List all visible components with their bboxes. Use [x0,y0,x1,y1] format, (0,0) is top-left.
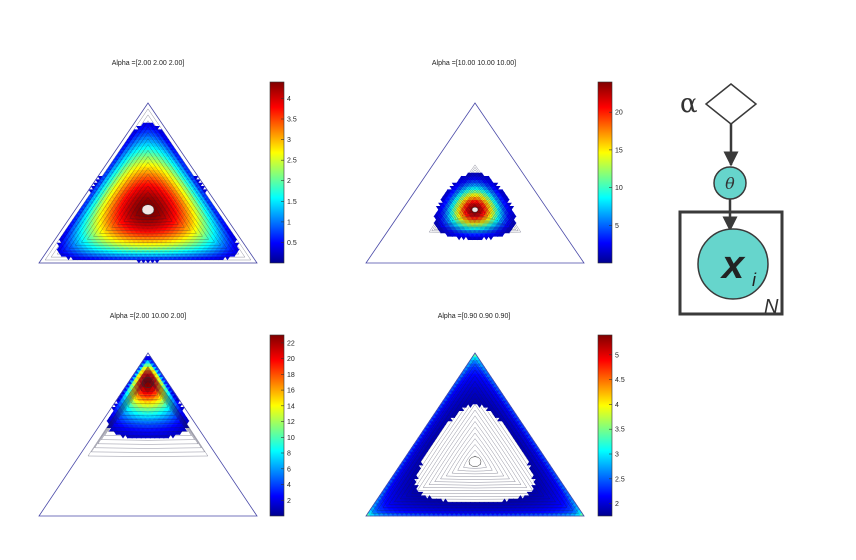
density-cell [483,236,490,241]
panel-title: Alpha =[2.00 2.00 2.00] [112,60,185,67]
colorbar-tick-label: 3.5 [287,117,297,124]
panel-top-left: Alpha =[2.00 2.00 2.00] 0.5 1 1.5 2 2.5 3 3.5 4 [38,60,297,264]
density-cell [456,236,462,241]
colorbar-tick-label: 2 [615,501,619,508]
colorbar-tick-label: 5 [615,352,619,359]
colorbar-tick-label: 8 [287,451,291,458]
colorbar-tick-label: 5 [615,223,619,230]
density-cell [229,232,235,237]
colorbar-tick-label: 6 [287,466,291,473]
panel-title: Alpha =[2.00 10.00 2.00] [110,313,187,320]
contour-plot [365,352,585,517]
density-cell [211,205,217,210]
density-peak [468,456,482,467]
density-cell [231,235,238,240]
density-cell [476,403,483,408]
colorbar-tick-label: 22 [287,340,295,347]
density-cell [467,403,474,408]
colorbar-tick-label: 0.5 [287,240,297,247]
colorbar-tick-label: 3 [287,137,291,144]
colorbar-tick-label: 20 [287,356,295,363]
colorbar-tick-label: 3.5 [615,427,625,434]
plate-label: N [764,296,779,318]
colorbar-tick-label: 4 [287,482,291,489]
colorbar-tick-label: 20 [615,110,623,117]
colorbar-tick-label: 3 [615,452,619,459]
colorbar-tick-label: 4 [615,402,619,409]
colorbar: 5 10 15 20 [597,81,623,264]
colorbar-tick-label: 2 [287,498,291,505]
density-cell [181,162,188,167]
density-cell [488,236,494,241]
colorbar-tick-label: 1 [287,219,291,226]
colorbar-tick-label: 4.5 [615,377,625,384]
colorbar-tick-label: 18 [287,372,295,379]
density-cell [188,172,194,177]
density-cell [226,229,233,234]
density-cell [65,256,72,261]
colorbar-gradient [269,334,285,517]
density-cell [224,225,231,230]
contour-plot [365,102,585,264]
colorbar: 2 4 6 8 10 12 14 16 18 20 22 [269,334,295,517]
colorbar-tick-label: 14 [287,403,295,410]
alpha-hyperparameter-node [704,83,758,125]
colorbar-tick-label: 10 [615,185,623,192]
colorbar-tick-label: 10 [287,435,295,442]
theta-label: θ [725,174,735,193]
panel-bottom-right: Alpha =[0.90 0.90 0.90] 2 2.5 3 3.5 4 4.5 5 [365,313,625,517]
density-cell [186,169,192,174]
colorbar-tick-label: 12 [287,419,295,426]
density-peak [141,204,155,215]
contour-plot [38,102,258,264]
density-peak [471,206,479,213]
colorbar-tick-label: 15 [615,147,623,154]
x-label: x [720,243,746,287]
colorbar-gradient [269,81,285,264]
colorbar: 2 2.5 3 3.5 4 4.5 5 [597,334,625,517]
panel-title: Alpha =[0.90 0.90 0.90] [438,313,511,320]
panel-top-right: Alpha =[10.00 10.00 10.00] 5 10 15 20 [365,60,623,264]
contour-line [434,421,516,483]
contour-plot [38,352,258,517]
colorbar-tick-label: 2.5 [287,158,297,165]
density-cell [215,212,222,217]
colorbar-gradient [597,334,613,517]
panel-bottom-left: Alpha =[2.00 10.00 2.00] 246810121416182… [38,313,295,517]
density-cell [183,165,190,170]
density-cell [220,219,226,224]
colorbar-tick-label: 2.5 [615,476,625,483]
density-cell [217,215,224,220]
density-cell [201,192,208,197]
colorbar-tick-label: 2 [287,178,291,185]
density-cell [206,199,213,204]
density-cell [204,195,210,200]
graphical-model-diagram: α θ x i N [678,83,784,318]
colorbar-tick-label: 16 [287,388,295,395]
density-cell [222,222,229,227]
contour-line [445,432,505,477]
colorbar: 0.5 1 1.5 2 2.5 3 3.5 4 [269,81,297,264]
density-peak [141,377,155,388]
density-cell [208,202,215,207]
density-cell [224,256,231,261]
colorbar-tick-label: 4 [287,96,291,103]
contour-line [440,426,510,480]
density-cell [460,236,467,241]
density-cell [213,209,219,214]
colorbar-gradient [597,81,613,264]
colorbar-tick-label: 1.5 [287,199,297,206]
alpha-label: α [680,89,698,119]
panel-title: Alpha =[10.00 10.00 10.00] [432,60,516,67]
